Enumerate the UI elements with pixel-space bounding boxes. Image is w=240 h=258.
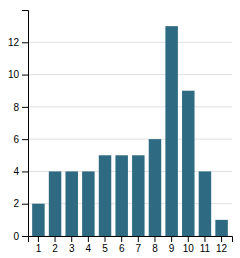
x-tick-label: 9 bbox=[169, 243, 175, 254]
y-tick: 10 bbox=[8, 69, 28, 80]
x-tick: 9 bbox=[169, 236, 175, 254]
y-tick-mark bbox=[22, 204, 28, 205]
grid-line bbox=[28, 139, 232, 140]
y-tick-label: 4 bbox=[13, 166, 19, 177]
y-tick-mark bbox=[22, 171, 28, 172]
plot-area bbox=[32, 26, 228, 236]
y-tick: 6 bbox=[13, 134, 28, 145]
y-tick-label: 10 bbox=[8, 69, 20, 80]
x-tick-mark bbox=[171, 236, 172, 242]
x-tick-mark bbox=[38, 236, 39, 242]
x-axis: 123456789101112 bbox=[29, 236, 233, 254]
x-axis-line bbox=[29, 237, 233, 243]
y-tick: 12 bbox=[8, 37, 28, 48]
bar bbox=[215, 220, 227, 236]
x-tick-label: 10 bbox=[183, 243, 195, 254]
x-tick: 8 bbox=[152, 236, 158, 254]
chart-container: 024681012123456789101112 bbox=[0, 0, 240, 258]
y-tick: 8 bbox=[13, 102, 28, 113]
y-tick: 0 bbox=[13, 231, 28, 242]
bar bbox=[82, 171, 94, 236]
x-tick: 10 bbox=[183, 236, 195, 254]
y-tick-label: 8 bbox=[13, 102, 19, 113]
x-tick-mark bbox=[221, 236, 222, 242]
y-tick-mark bbox=[22, 139, 28, 140]
x-tick: 11 bbox=[200, 236, 211, 254]
y-tick: 4 bbox=[13, 166, 28, 177]
x-tick-label: 4 bbox=[86, 243, 92, 254]
x-tick-label: 1 bbox=[36, 243, 42, 254]
bar bbox=[165, 26, 177, 236]
bar bbox=[182, 91, 194, 236]
x-tick-mark bbox=[138, 236, 139, 242]
x-tick-label: 2 bbox=[52, 243, 58, 254]
y-tick-mark bbox=[22, 236, 28, 237]
x-tick-label: 7 bbox=[136, 243, 142, 254]
bar bbox=[132, 155, 144, 236]
y-tick-label: 6 bbox=[13, 134, 19, 145]
x-tick: 1 bbox=[36, 236, 42, 254]
chart: 024681012123456789101112 bbox=[0, 0, 240, 258]
bar bbox=[32, 204, 44, 236]
x-tick-mark bbox=[105, 236, 106, 242]
x-tick-mark bbox=[154, 236, 155, 242]
bar bbox=[49, 171, 61, 236]
y-tick: 2 bbox=[13, 198, 28, 209]
grid-line bbox=[28, 74, 232, 75]
x-tick-mark bbox=[204, 236, 205, 242]
x-tick: 2 bbox=[52, 236, 58, 254]
y-tick-label: 12 bbox=[8, 37, 20, 48]
x-tick-mark bbox=[88, 236, 89, 242]
x-tick: 5 bbox=[102, 236, 108, 254]
grid-line bbox=[28, 42, 232, 43]
x-tick-label: 12 bbox=[216, 243, 228, 254]
y-tick-mark bbox=[22, 107, 28, 108]
x-tick-mark bbox=[121, 236, 122, 242]
bar bbox=[65, 171, 77, 236]
x-tick-label: 5 bbox=[102, 243, 108, 254]
x-tick: 3 bbox=[69, 236, 75, 254]
x-tick-label: 3 bbox=[69, 243, 75, 254]
x-tick: 7 bbox=[136, 236, 142, 254]
x-tick-mark bbox=[55, 236, 56, 242]
grid-line bbox=[28, 106, 232, 107]
bar bbox=[149, 139, 161, 236]
x-tick-label: 6 bbox=[119, 243, 125, 254]
bar bbox=[99, 155, 111, 236]
y-axis: 0 2 4 6 8 10 12 bbox=[8, 11, 29, 242]
y-tick-label: 2 bbox=[13, 198, 19, 209]
y-tick-label: 0 bbox=[13, 231, 19, 242]
grid bbox=[28, 42, 232, 236]
x-tick-mark bbox=[188, 236, 189, 242]
bar bbox=[115, 155, 127, 236]
y-axis-line bbox=[22, 11, 29, 237]
bar bbox=[199, 171, 211, 236]
x-tick: 12 bbox=[216, 236, 228, 254]
x-tick: 4 bbox=[86, 236, 92, 254]
x-tick-mark bbox=[71, 236, 72, 242]
x-tick: 6 bbox=[119, 236, 125, 254]
y-tick-mark bbox=[22, 42, 28, 43]
y-tick-mark bbox=[22, 75, 28, 76]
x-tick-label: 11 bbox=[200, 243, 211, 254]
x-tick-label: 8 bbox=[152, 243, 158, 254]
